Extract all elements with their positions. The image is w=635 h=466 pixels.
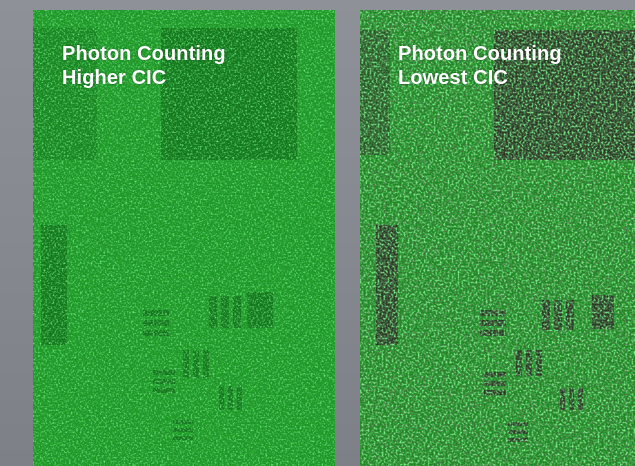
caption-line-cic: Lowest CIC [398,67,508,89]
image-panel-lowest-cic: Photon Counting Lowest CIC [360,10,635,466]
caption-line-mode: Photon Counting [62,43,226,65]
panel-caption: Photon Counting Higher CIC [62,42,226,90]
caption-line-mode: Photon Counting [398,43,562,65]
caption-line-cic: Higher CIC [62,67,167,89]
noisy-test-target-image [360,10,635,466]
panel-caption: Photon Counting Lowest CIC [398,42,562,90]
image-panel-higher-cic: Photon Counting Higher CIC [33,10,335,466]
noisy-test-target-image [33,10,335,466]
